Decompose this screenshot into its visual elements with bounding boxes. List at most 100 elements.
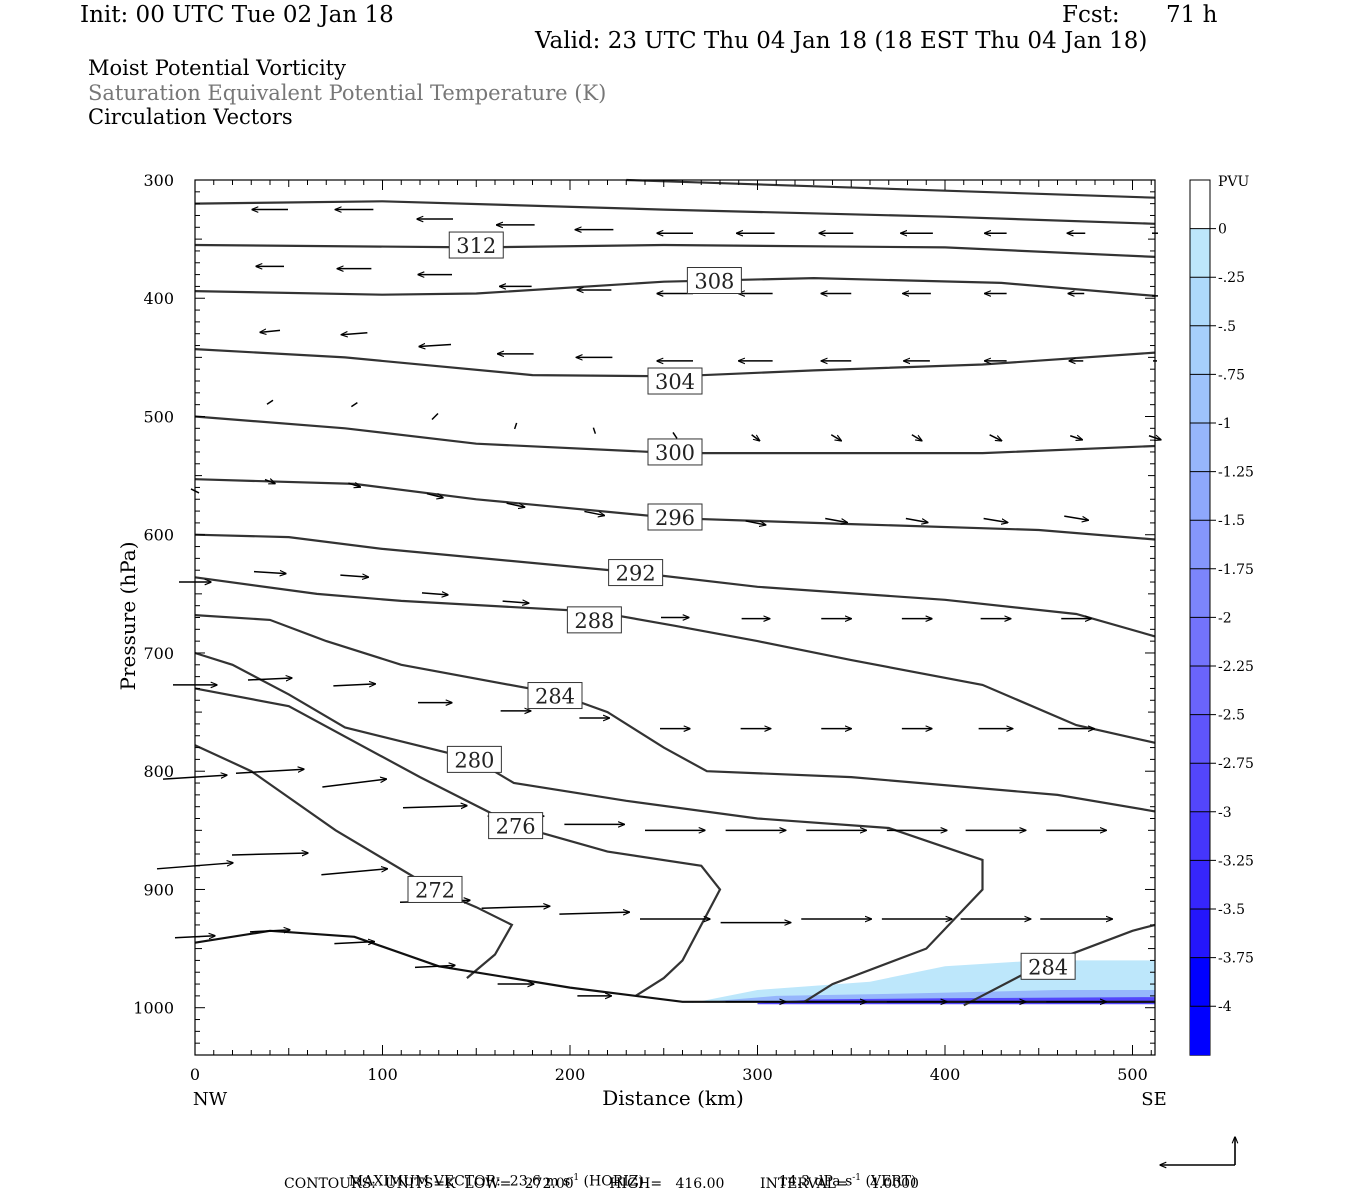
colorbar-label: -2.25: [1218, 659, 1254, 675]
isentrope-contours: [194, 178, 1156, 1007]
colorbar-swatch: [1190, 180, 1210, 229]
contour-label-280: 280: [446, 745, 502, 773]
contour-label-272: 272: [407, 875, 463, 903]
contour-label-text: 292: [616, 562, 656, 586]
vector-arrow: [260, 330, 281, 332]
contour-label-text: 308: [694, 270, 734, 294]
contour-label-box: [566, 606, 622, 634]
colorbar-label: -3: [1218, 805, 1232, 821]
x-tick-label: 500: [1117, 1065, 1148, 1084]
x-end-label-left: NW: [193, 1089, 228, 1110]
vector-arrow: [751, 434, 760, 441]
max-vector-vert-value: 14.3 dPa s: [778, 1173, 853, 1190]
contour-label-308: 308: [686, 267, 742, 295]
y-tick-label: 500: [143, 407, 174, 426]
vector-arrow: [402, 806, 467, 808]
vector-arrow: [426, 492, 443, 498]
vector-arrow: [1064, 515, 1088, 520]
colorbar-swatch: [1190, 423, 1210, 472]
colorbar-unit: PVU: [1218, 174, 1250, 190]
isentrope-284: [194, 614, 1156, 813]
contour-label-text: 276: [496, 815, 536, 839]
colorbar-swatch: [1190, 1006, 1210, 1056]
colorbar-swatch: [1190, 860, 1210, 909]
colorbar-label: -.5: [1218, 319, 1236, 335]
colorbar-swatch: [1190, 325, 1210, 375]
contour-label-box: [647, 367, 703, 395]
contour-label-box: [608, 559, 664, 587]
vector-arrow: [247, 678, 292, 680]
vector-arrow: [231, 853, 308, 855]
vector-arrow: [911, 434, 922, 441]
contour-label-text: 304: [655, 370, 695, 394]
vector-arrow: [672, 431, 678, 439]
colorbar-label: -1.25: [1218, 465, 1254, 481]
vector-arrow: [559, 912, 629, 914]
contour-label-284: 284: [527, 682, 583, 710]
y-tick-label: 700: [143, 644, 174, 663]
y-tick-label: 400: [143, 289, 174, 308]
colorbar-swatch: [1190, 277, 1210, 326]
y-tick-label: 800: [143, 762, 174, 781]
vector-arrow: [334, 942, 374, 944]
forecast-hour: 71 h: [1166, 2, 1218, 28]
vert-label: (VERT): [861, 1173, 917, 1190]
max-vector-info: MAXIMUM VECTOR: 23.6 m s-1 (HORIZ): [340, 1157, 644, 1190]
plot-frame: [194, 179, 1156, 1056]
contour-label-box: [686, 267, 742, 295]
vector-arrow: [264, 480, 275, 484]
y-tick-label: 900: [143, 880, 174, 899]
x-axis-label: Distance (km): [602, 1086, 744, 1110]
isentrope-308: [194, 276, 1156, 297]
colorbar-label: 0: [1218, 222, 1227, 238]
contour-label-text: 284: [1028, 955, 1068, 979]
vector-arrow: [249, 930, 290, 932]
colorbar-swatch: [1190, 520, 1210, 569]
contour-label-text: 300: [655, 441, 695, 465]
vector-arrow: [502, 601, 529, 603]
contour-label-312: 312: [448, 231, 504, 259]
contour-label-292: 292: [608, 559, 664, 587]
contour-label-box: [448, 231, 504, 259]
contour-label-text: 312: [456, 234, 496, 258]
colorbar-label: -.25: [1218, 270, 1245, 286]
vector-arrow: [235, 769, 304, 774]
vector-arrow: [989, 434, 1002, 441]
forecast-label: Fcst:: [1062, 2, 1120, 28]
vector-arrow: [905, 517, 928, 523]
y-tick-label: 1000: [133, 999, 174, 1018]
contour-label-text: 288: [574, 609, 614, 633]
vector-arrow: [1070, 436, 1082, 440]
pv-shading: [691, 960, 1155, 1005]
contour-label-288: 288: [566, 606, 622, 634]
x-tick-label: 100: [367, 1065, 398, 1084]
isentrope-312: [194, 243, 1156, 258]
vector-arrow: [253, 572, 286, 574]
colorbar-label: -1: [1218, 416, 1232, 432]
colorbar-swatch: [1190, 666, 1210, 715]
vector-arrow: [421, 593, 448, 595]
colorbar-label: -1.5: [1218, 513, 1245, 529]
contour-label-box: [527, 682, 583, 710]
y-axis-label: Pressure (hPa): [116, 542, 140, 691]
contour-label-box: [647, 438, 703, 466]
colorbar-label: -3.5: [1218, 902, 1245, 918]
init-time: Init: 00 UTC Tue 02 Jan 18: [80, 2, 394, 28]
contour-label-276: 276: [488, 812, 544, 840]
vector-arrow: [414, 965, 455, 967]
colorbar-swatch: [1190, 714, 1210, 764]
colorbar-swatch: [1190, 909, 1210, 958]
vector-arrow: [348, 483, 360, 487]
vector-arrow: [431, 412, 439, 421]
axes: Distance (km) Pressure (hPa) NW SE 0 100 2…: [116, 171, 1167, 1110]
isentrope-280: [194, 651, 984, 1003]
x-tick-label: 300: [742, 1065, 773, 1084]
colorbar-label: -1.75: [1218, 562, 1254, 578]
colorbar: PVU 0 -.25 -.5 -.75 -1 -1.25 -1.5 -1.75 -2 -2.25 -…: [1189, 174, 1254, 1056]
contour-info: CONTOURS: UNITS=K LOW= 272.00 HIGH= 416.…: [284, 1176, 919, 1192]
vector-arrow: [419, 345, 452, 347]
max-vector-vert: 14.3 dPa s-1 (VERT): [770, 1157, 916, 1190]
colorbar-swatch: [1190, 811, 1210, 861]
